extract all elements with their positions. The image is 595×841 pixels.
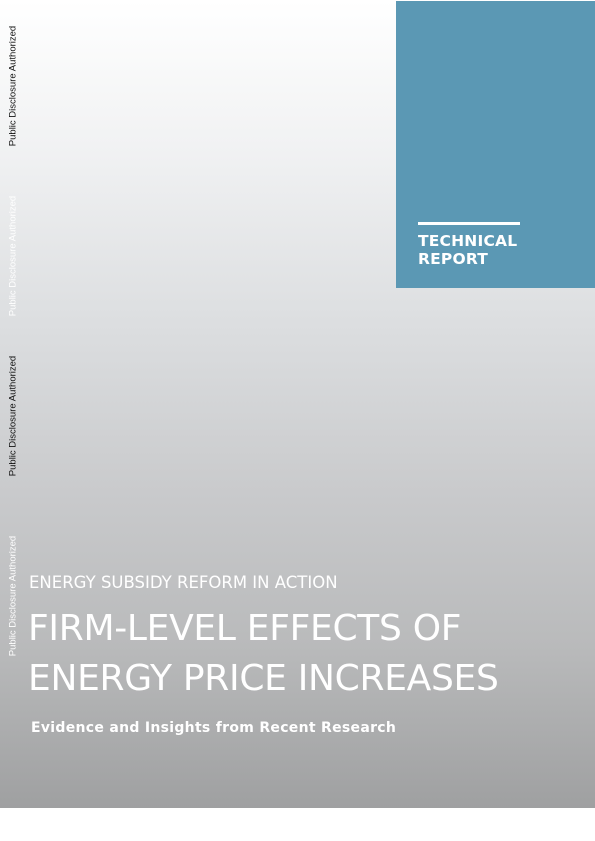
- disclosure-stamp-text: Public Disclosure Authorized: [7, 355, 19, 477]
- report-subtitle: Evidence and Insights from Recent Resear…: [31, 720, 397, 736]
- series-title: ENERGY SUBSIDY REFORM IN ACTION: [29, 573, 338, 592]
- disclosure-stamp-text: Public Disclosure Authorized: [7, 25, 19, 147]
- report-type-line-2: REPORT: [418, 250, 489, 268]
- disclosure-stamp-text: Public Disclosure Authorized: [7, 535, 19, 657]
- report-type-line-1: TECHNICAL: [418, 232, 518, 250]
- disclosure-stamp-text: Public Disclosure Authorized: [7, 195, 19, 317]
- report-type-rule: [418, 222, 520, 225]
- report-title-line-1: FIRM-LEVEL EFFECTS OF: [28, 608, 462, 649]
- report-type-panel: TECHNICAL REPORT: [396, 1, 595, 288]
- report-title-line-2: ENERGY PRICE INCREASES: [28, 658, 499, 699]
- report-type-label: TECHNICAL REPORT: [418, 232, 588, 268]
- report-title: FIRM-LEVEL EFFECTS OF ENERGY PRICE INCRE…: [28, 604, 588, 704]
